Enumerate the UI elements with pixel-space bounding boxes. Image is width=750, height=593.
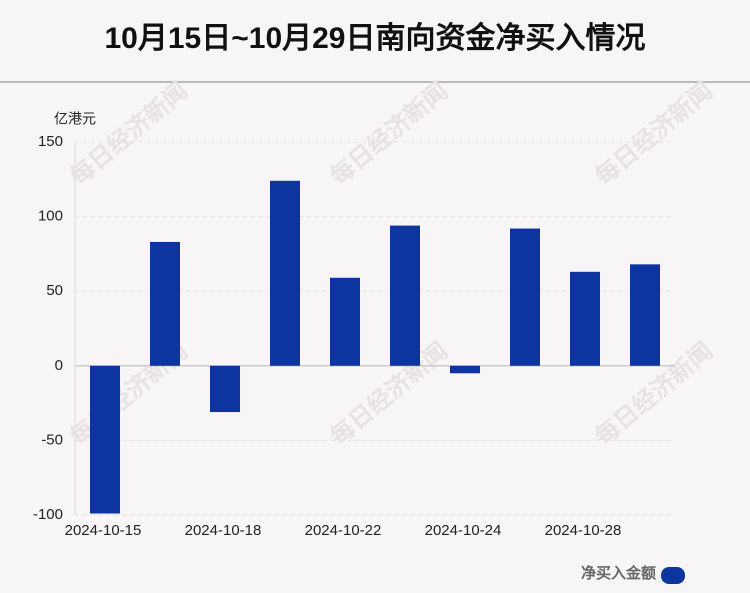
chart-title: 10月15日~10月29日南向资金净买入情况 [105, 21, 646, 55]
y-tick-label: 150 [38, 133, 63, 150]
x-tick-label: 2024-10-28 [545, 522, 622, 539]
x-tick-label: 2024-10-18 [185, 522, 262, 539]
y-tick-label: 0 [55, 357, 63, 374]
bar [330, 277, 360, 366]
bar [270, 180, 300, 366]
x-tick-label: 2024-10-24 [425, 522, 502, 539]
bar [90, 365, 120, 514]
x-tick-label: 2024-10-15 [65, 522, 142, 539]
bar [150, 241, 180, 366]
y-tick-label: -50 [41, 431, 63, 448]
bar [570, 271, 600, 366]
y-axis-label: 亿港元 [54, 111, 96, 127]
y-tick-label: 100 [38, 208, 63, 225]
legend-swatch [661, 567, 685, 584]
bar [390, 225, 420, 366]
x-tick-label: 2024-10-22 [305, 522, 382, 539]
legend-label: 净买入金额 [581, 564, 656, 582]
bar [630, 264, 660, 366]
y-tick-label: -100 [33, 506, 63, 523]
bar [510, 228, 540, 366]
bar [210, 365, 240, 413]
bar [450, 365, 480, 374]
y-tick-label: 50 [46, 282, 63, 299]
